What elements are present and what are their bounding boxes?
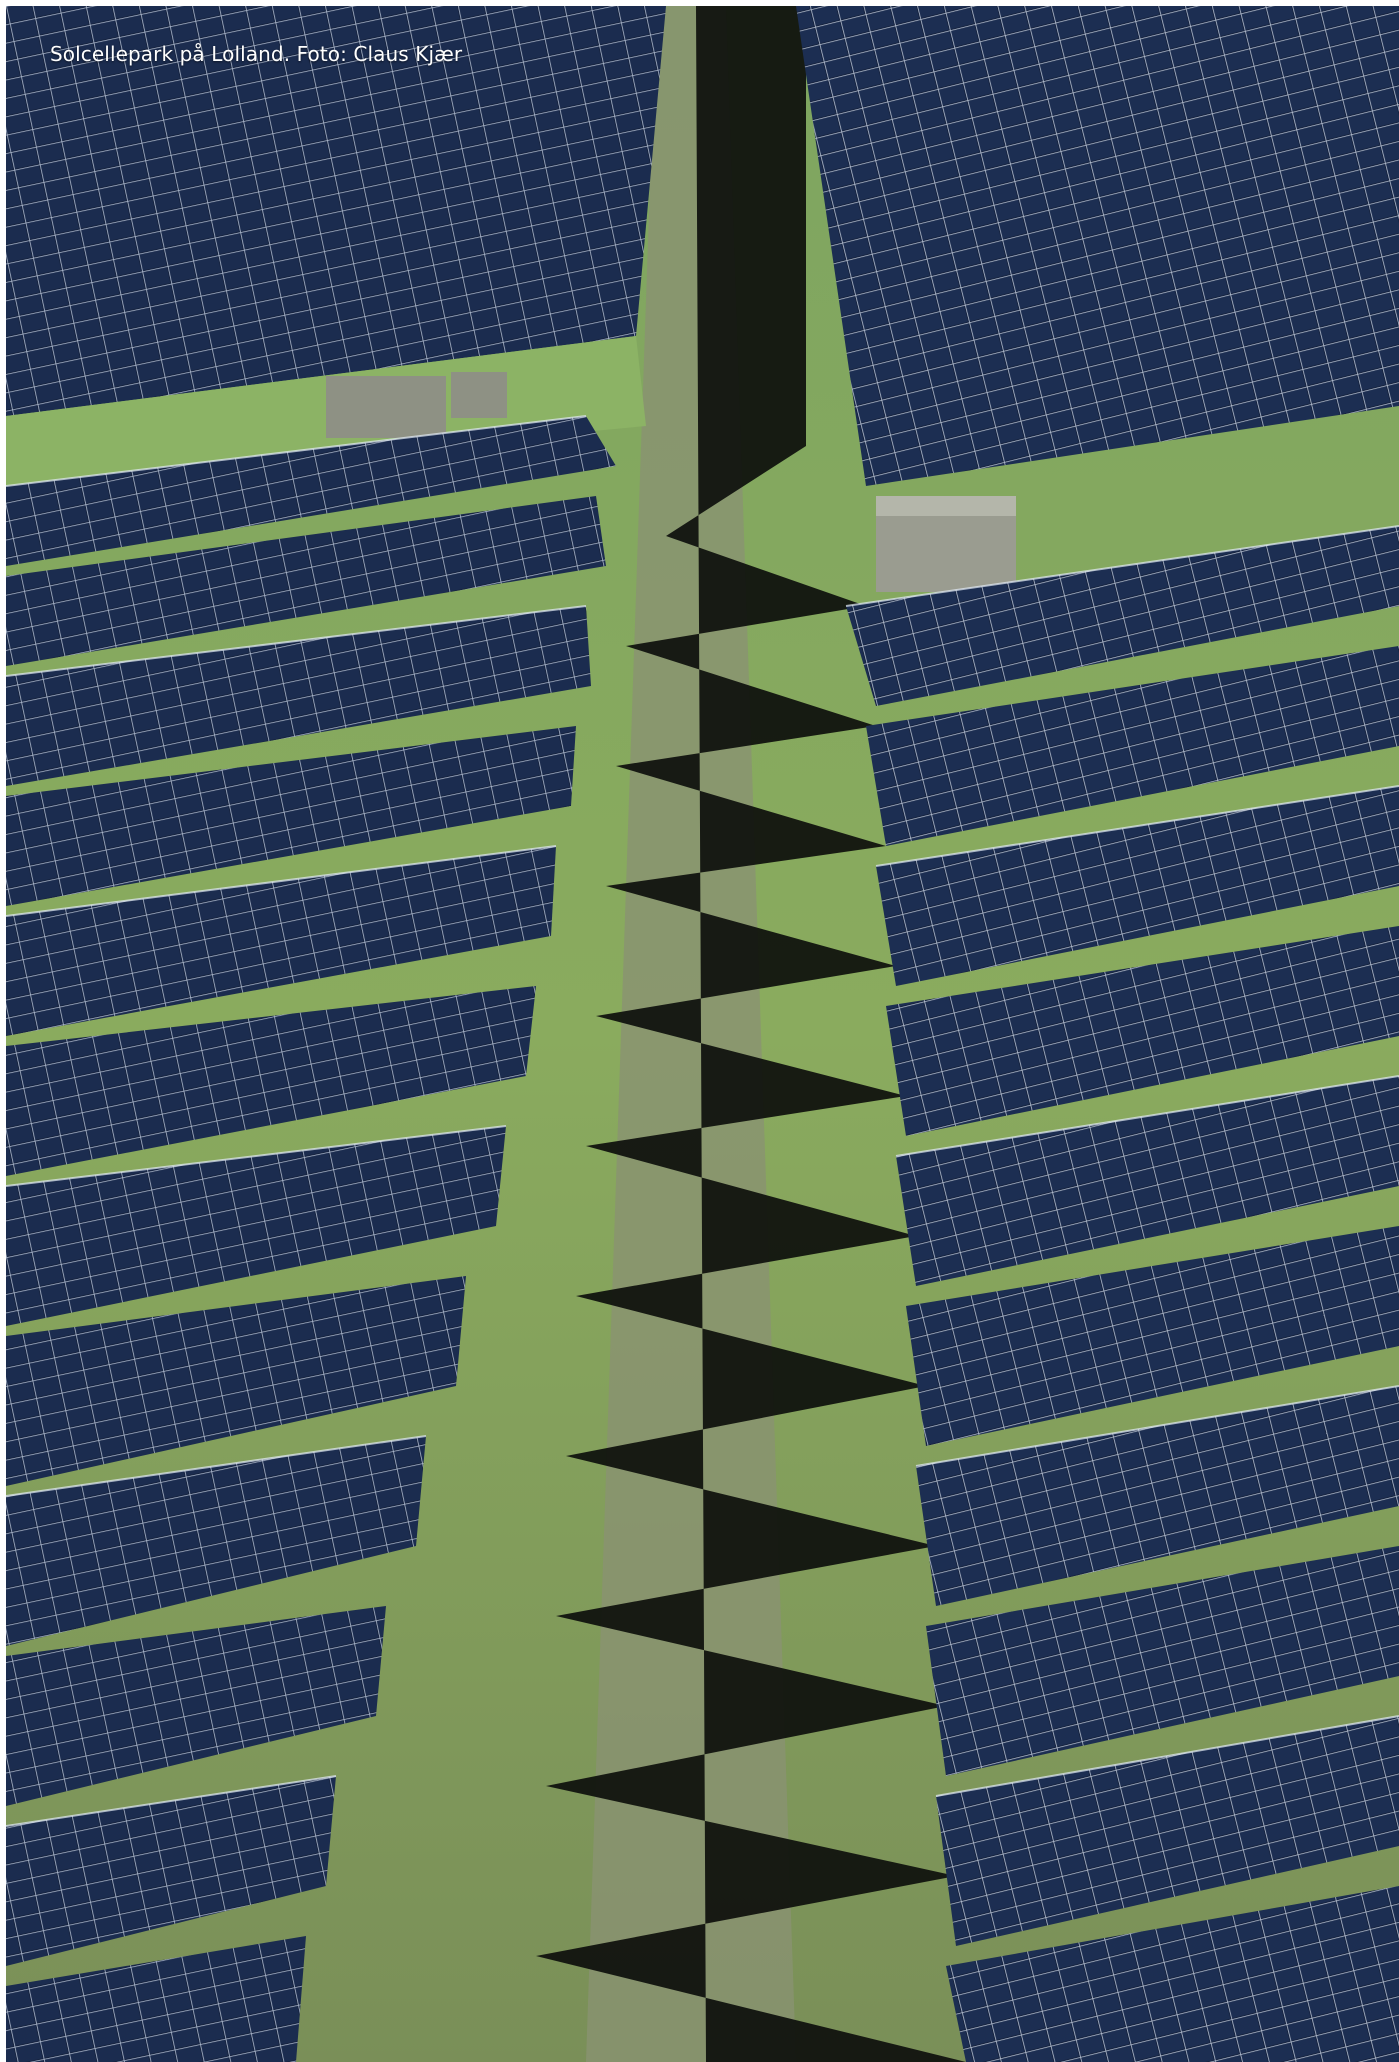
panel-array-top-right bbox=[796, 6, 1399, 486]
zigzag-shadow bbox=[536, 6, 966, 2062]
panel-edge-highlights bbox=[6, 415, 1399, 1827]
solar-park-photo bbox=[6, 6, 1399, 2062]
photo-caption: Solcellepark på Lolland. Foto: Claus Kjæ… bbox=[50, 42, 463, 66]
panel-array-top-left bbox=[6, 6, 666, 416]
utility-hut bbox=[326, 372, 1016, 592]
panel-rows-left bbox=[6, 416, 616, 2062]
panel-rows-right bbox=[846, 526, 1399, 2062]
